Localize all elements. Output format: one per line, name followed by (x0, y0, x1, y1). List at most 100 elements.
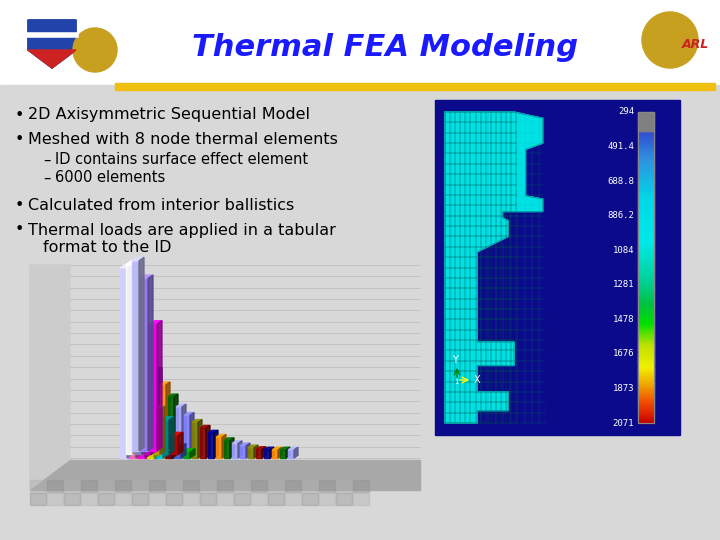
Bar (98, 480, 114, 492)
Bar (638, 328, 654, 330)
Polygon shape (200, 426, 210, 428)
Polygon shape (160, 385, 166, 458)
Polygon shape (160, 406, 165, 454)
Bar (638, 152, 654, 154)
Polygon shape (165, 436, 177, 440)
Bar (638, 161, 654, 163)
Text: 2071: 2071 (613, 418, 634, 428)
Bar (638, 219, 654, 221)
Polygon shape (286, 447, 290, 458)
Bar (638, 171, 654, 173)
Bar (638, 349, 654, 352)
Bar (638, 231, 654, 233)
Polygon shape (136, 282, 141, 458)
Bar (638, 214, 654, 216)
Bar (638, 252, 654, 253)
Bar (638, 373, 654, 375)
Polygon shape (138, 328, 150, 332)
Polygon shape (238, 441, 242, 458)
Bar (638, 132, 654, 134)
Bar (638, 273, 654, 275)
Bar (638, 279, 654, 281)
Polygon shape (169, 417, 174, 454)
Polygon shape (151, 324, 156, 454)
Bar (638, 356, 654, 357)
Polygon shape (184, 415, 190, 458)
Bar (638, 270, 654, 272)
Bar (638, 362, 654, 364)
Bar (638, 222, 654, 224)
Polygon shape (184, 413, 194, 415)
Bar (638, 225, 654, 227)
Bar (47, 493, 63, 505)
Text: Y: Y (452, 355, 458, 365)
Bar (638, 343, 654, 345)
Bar (638, 155, 654, 157)
Bar (638, 176, 654, 177)
Bar (234, 493, 250, 505)
Polygon shape (144, 353, 150, 458)
Bar (638, 287, 654, 289)
Bar (638, 228, 654, 230)
Bar (0, 85, 720, 540)
Bar (268, 493, 284, 505)
Bar (638, 385, 654, 387)
Bar (81, 480, 97, 492)
Bar (638, 186, 654, 188)
Polygon shape (28, 20, 76, 68)
Text: 1: 1 (454, 379, 459, 385)
Polygon shape (160, 382, 170, 385)
Bar (638, 141, 654, 143)
Bar (638, 124, 654, 126)
Bar (638, 353, 654, 355)
Bar (638, 315, 654, 318)
Bar (638, 133, 654, 136)
Bar (638, 340, 654, 342)
Bar (251, 493, 267, 505)
Polygon shape (270, 447, 274, 458)
Polygon shape (136, 329, 146, 333)
Bar (638, 163, 654, 165)
Bar (638, 346, 654, 348)
Polygon shape (150, 324, 157, 451)
Bar (638, 203, 654, 205)
Polygon shape (138, 332, 145, 458)
Polygon shape (162, 420, 169, 454)
Text: 2D Axisymmetric Sequential Model: 2D Axisymmetric Sequential Model (28, 107, 310, 123)
Bar (217, 493, 233, 505)
Text: Thermal FEA Modeling: Thermal FEA Modeling (192, 33, 578, 63)
Polygon shape (288, 447, 298, 450)
Text: •: • (15, 198, 24, 213)
Bar (638, 224, 654, 226)
Bar (115, 493, 131, 505)
Bar (81, 493, 97, 505)
Bar (638, 282, 654, 285)
Bar (638, 248, 654, 251)
Bar (638, 348, 654, 350)
Bar (638, 247, 654, 249)
Bar (638, 211, 654, 213)
Polygon shape (158, 368, 162, 458)
Polygon shape (133, 261, 138, 454)
Polygon shape (256, 447, 266, 450)
Bar (638, 382, 654, 384)
Bar (638, 381, 654, 382)
Polygon shape (135, 282, 142, 454)
Bar (638, 242, 654, 244)
Polygon shape (200, 428, 206, 458)
Text: ARL: ARL (682, 38, 709, 51)
Bar (638, 267, 654, 269)
Polygon shape (128, 305, 138, 308)
Bar (638, 307, 654, 309)
Bar (336, 480, 352, 492)
Bar (638, 318, 654, 320)
Bar (638, 194, 654, 196)
Bar (30, 493, 46, 505)
Bar (638, 376, 654, 378)
Polygon shape (272, 450, 278, 458)
Bar (638, 206, 654, 208)
Polygon shape (190, 413, 194, 458)
Polygon shape (127, 265, 132, 458)
Bar (638, 227, 654, 228)
Bar (638, 292, 654, 294)
